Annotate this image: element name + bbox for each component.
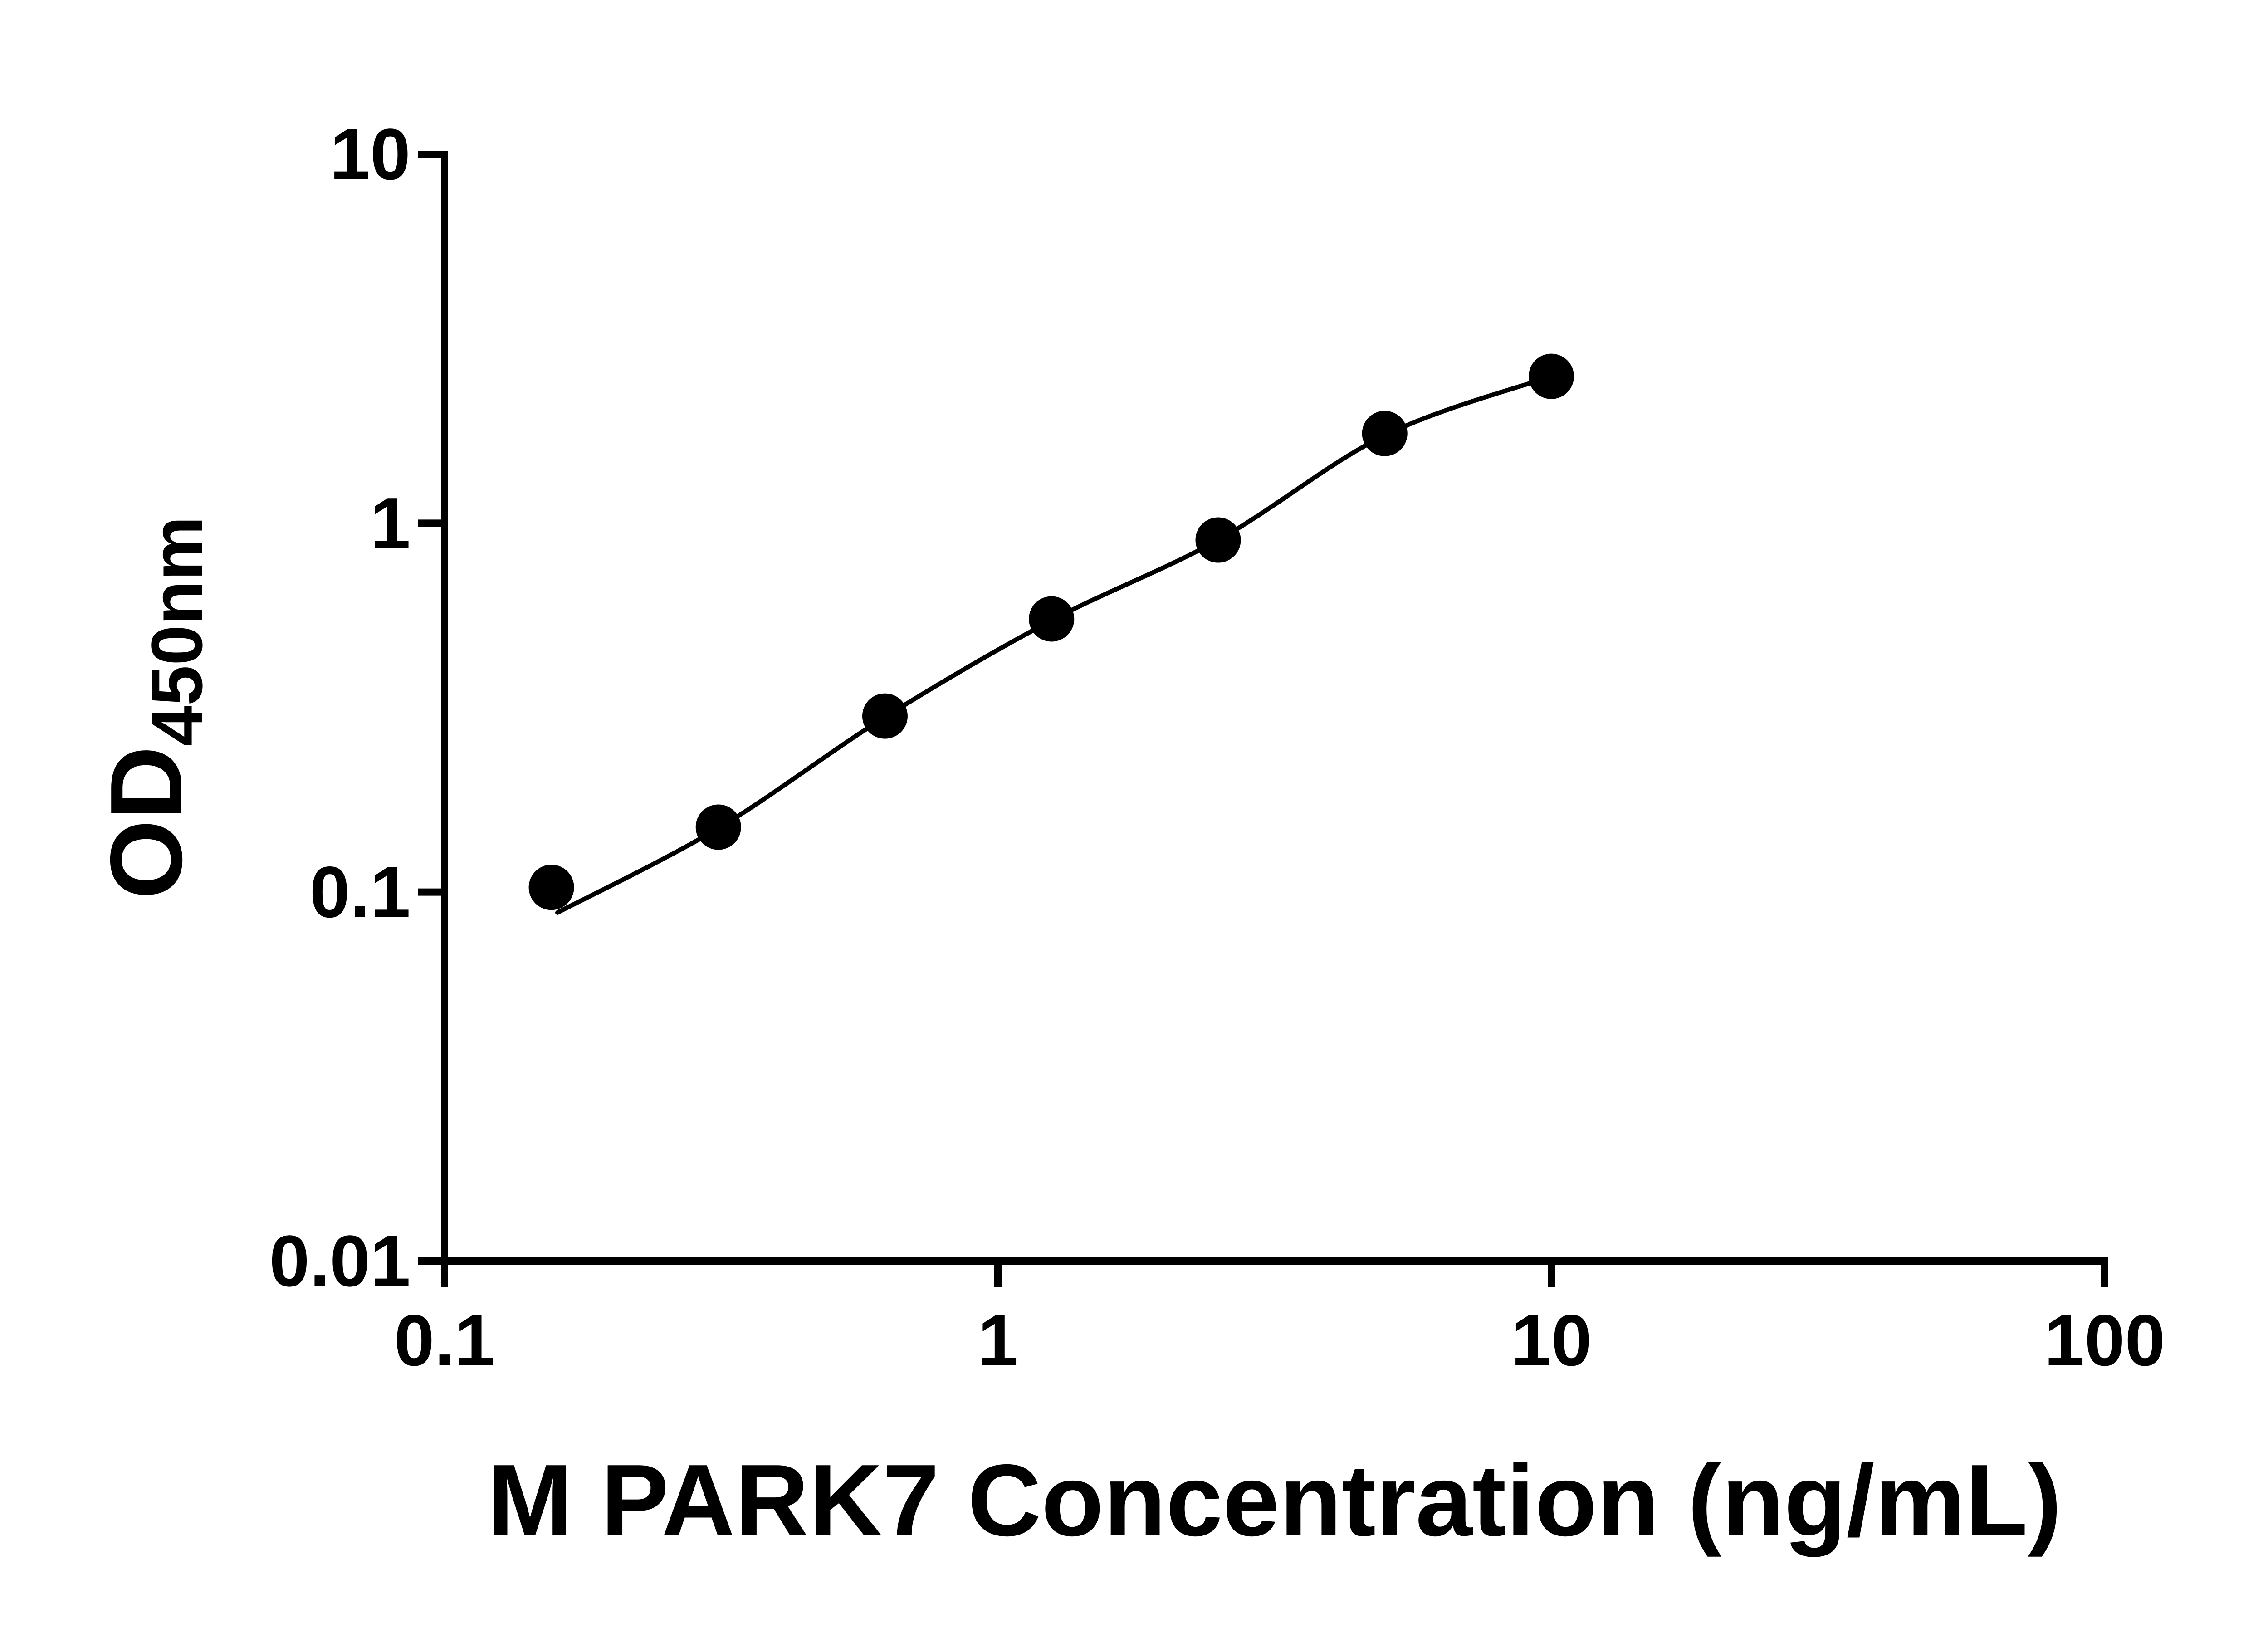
y-axis-tick-label: 0.01 xyxy=(269,1220,411,1301)
y-axis-title-main: OD xyxy=(89,746,203,900)
y-axis-title-subscript: 450nm xyxy=(136,516,217,746)
data-point xyxy=(862,693,908,739)
y-axis-tick-label: 10 xyxy=(330,113,411,195)
data-point xyxy=(695,804,741,850)
y-axis-tick-label: 0.1 xyxy=(310,851,411,933)
x-axis-title: M PARK7 Concentration (ng/mL) xyxy=(488,1443,2062,1557)
y-axis-tick-label: 1 xyxy=(370,482,411,563)
data-point xyxy=(1195,517,1241,563)
x-axis-tick-label: 1 xyxy=(978,1300,1018,1381)
data-point xyxy=(1029,596,1075,642)
x-axis-tick-label: 0.1 xyxy=(394,1300,495,1381)
x-axis-tick-label: 10 xyxy=(1511,1300,1592,1381)
x-axis-tick-label: 100 xyxy=(2044,1300,2165,1381)
data-point xyxy=(1362,411,1408,456)
data-point xyxy=(1529,353,1574,399)
data-point xyxy=(528,865,574,910)
y-axis-title: OD450nm xyxy=(89,516,217,899)
